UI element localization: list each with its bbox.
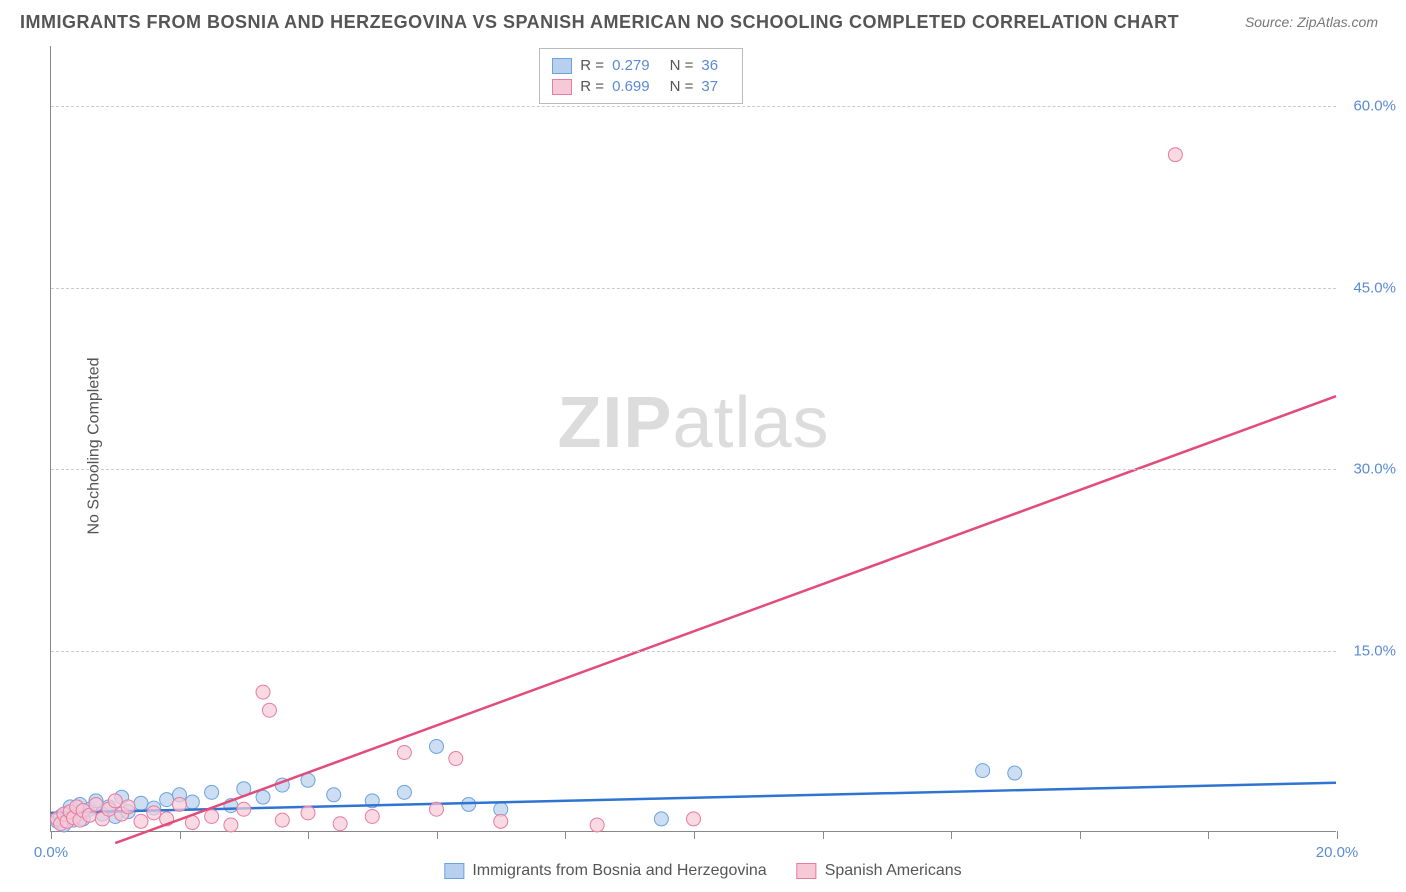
n-label: N = [670,78,694,95]
legend-row: R = 0.279 N = 36 [552,55,730,76]
x-tick [565,831,566,839]
scatter-point [494,814,508,828]
scatter-point [333,817,347,831]
x-tick [1337,831,1338,839]
trend-line [115,396,1336,843]
chart-container: IMMIGRANTS FROM BOSNIA AND HERZEGOVINA V… [0,0,1406,892]
scatter-point [121,800,135,814]
scatter-point [134,796,148,810]
scatter-point [185,795,199,809]
gridline [51,469,1336,470]
gridline [51,651,1336,652]
legend-swatch [797,863,817,879]
legend-correlation: R = 0.279 N = 36 R = 0.699 N = 37 [539,48,743,104]
legend-item: Immigrants from Bosnia and Herzegovina [444,862,766,880]
x-tick [823,831,824,839]
scatter-point [397,785,411,799]
legend-row: R = 0.699 N = 37 [552,76,730,97]
legend-swatch [552,79,572,95]
scatter-point [976,764,990,778]
x-tick [951,831,952,839]
scatter-point [397,746,411,760]
scatter-point [1008,766,1022,780]
x-tick [51,831,52,839]
gridline [51,288,1336,289]
scatter-point [205,785,219,799]
scatter-point [1168,148,1182,162]
r-value: 0.279 [612,57,650,74]
r-label: R = [580,57,604,74]
scatter-point [365,810,379,824]
scatter-point [256,790,270,804]
scatter-point [449,752,463,766]
x-tick-label: 20.0% [1316,844,1359,861]
scatter-point [275,813,289,827]
source-attribution: Source: ZipAtlas.com [1245,14,1378,30]
scatter-point [590,818,604,832]
x-tick [1208,831,1209,839]
plot-area: ZIPatlas R = 0.279 N = 36 R = 0.699 N = … [50,46,1336,832]
gridline [51,106,1336,107]
x-tick [308,831,309,839]
plot-svg [51,46,1336,831]
scatter-point [256,685,270,699]
chart-title: IMMIGRANTS FROM BOSNIA AND HERZEGOVINA V… [20,12,1179,33]
n-value: 37 [701,78,718,95]
y-tick-label: 60.0% [1353,98,1396,115]
scatter-point [205,810,219,824]
y-tick-label: 45.0% [1353,279,1396,296]
r-label: R = [580,78,604,95]
r-value: 0.699 [612,78,650,95]
legend-swatch [552,58,572,74]
scatter-point [301,806,315,820]
scatter-point [430,802,444,816]
x-tick-label: 0.0% [34,844,68,861]
scatter-point [687,812,701,826]
scatter-point [108,794,122,808]
scatter-point [147,806,161,820]
legend-series: Immigrants from Bosnia and Herzegovina S… [444,862,961,880]
scatter-point [327,788,341,802]
scatter-point [654,812,668,826]
legend-item: Spanish Americans [797,862,962,880]
scatter-point [430,739,444,753]
n-value: 36 [701,57,718,74]
scatter-point [134,814,148,828]
legend-swatch [444,863,464,879]
scatter-point [237,802,251,816]
y-tick-label: 30.0% [1353,461,1396,478]
n-label: N = [670,57,694,74]
y-tick-label: 15.0% [1353,642,1396,659]
scatter-point [160,793,174,807]
legend-label: Immigrants from Bosnia and Herzegovina [472,862,766,880]
scatter-point [262,703,276,717]
scatter-point [224,818,238,832]
scatter-point [173,797,187,811]
x-tick [437,831,438,839]
x-tick [180,831,181,839]
x-tick [694,831,695,839]
legend-label: Spanish Americans [825,862,962,880]
x-tick [1080,831,1081,839]
scatter-point [89,797,103,811]
